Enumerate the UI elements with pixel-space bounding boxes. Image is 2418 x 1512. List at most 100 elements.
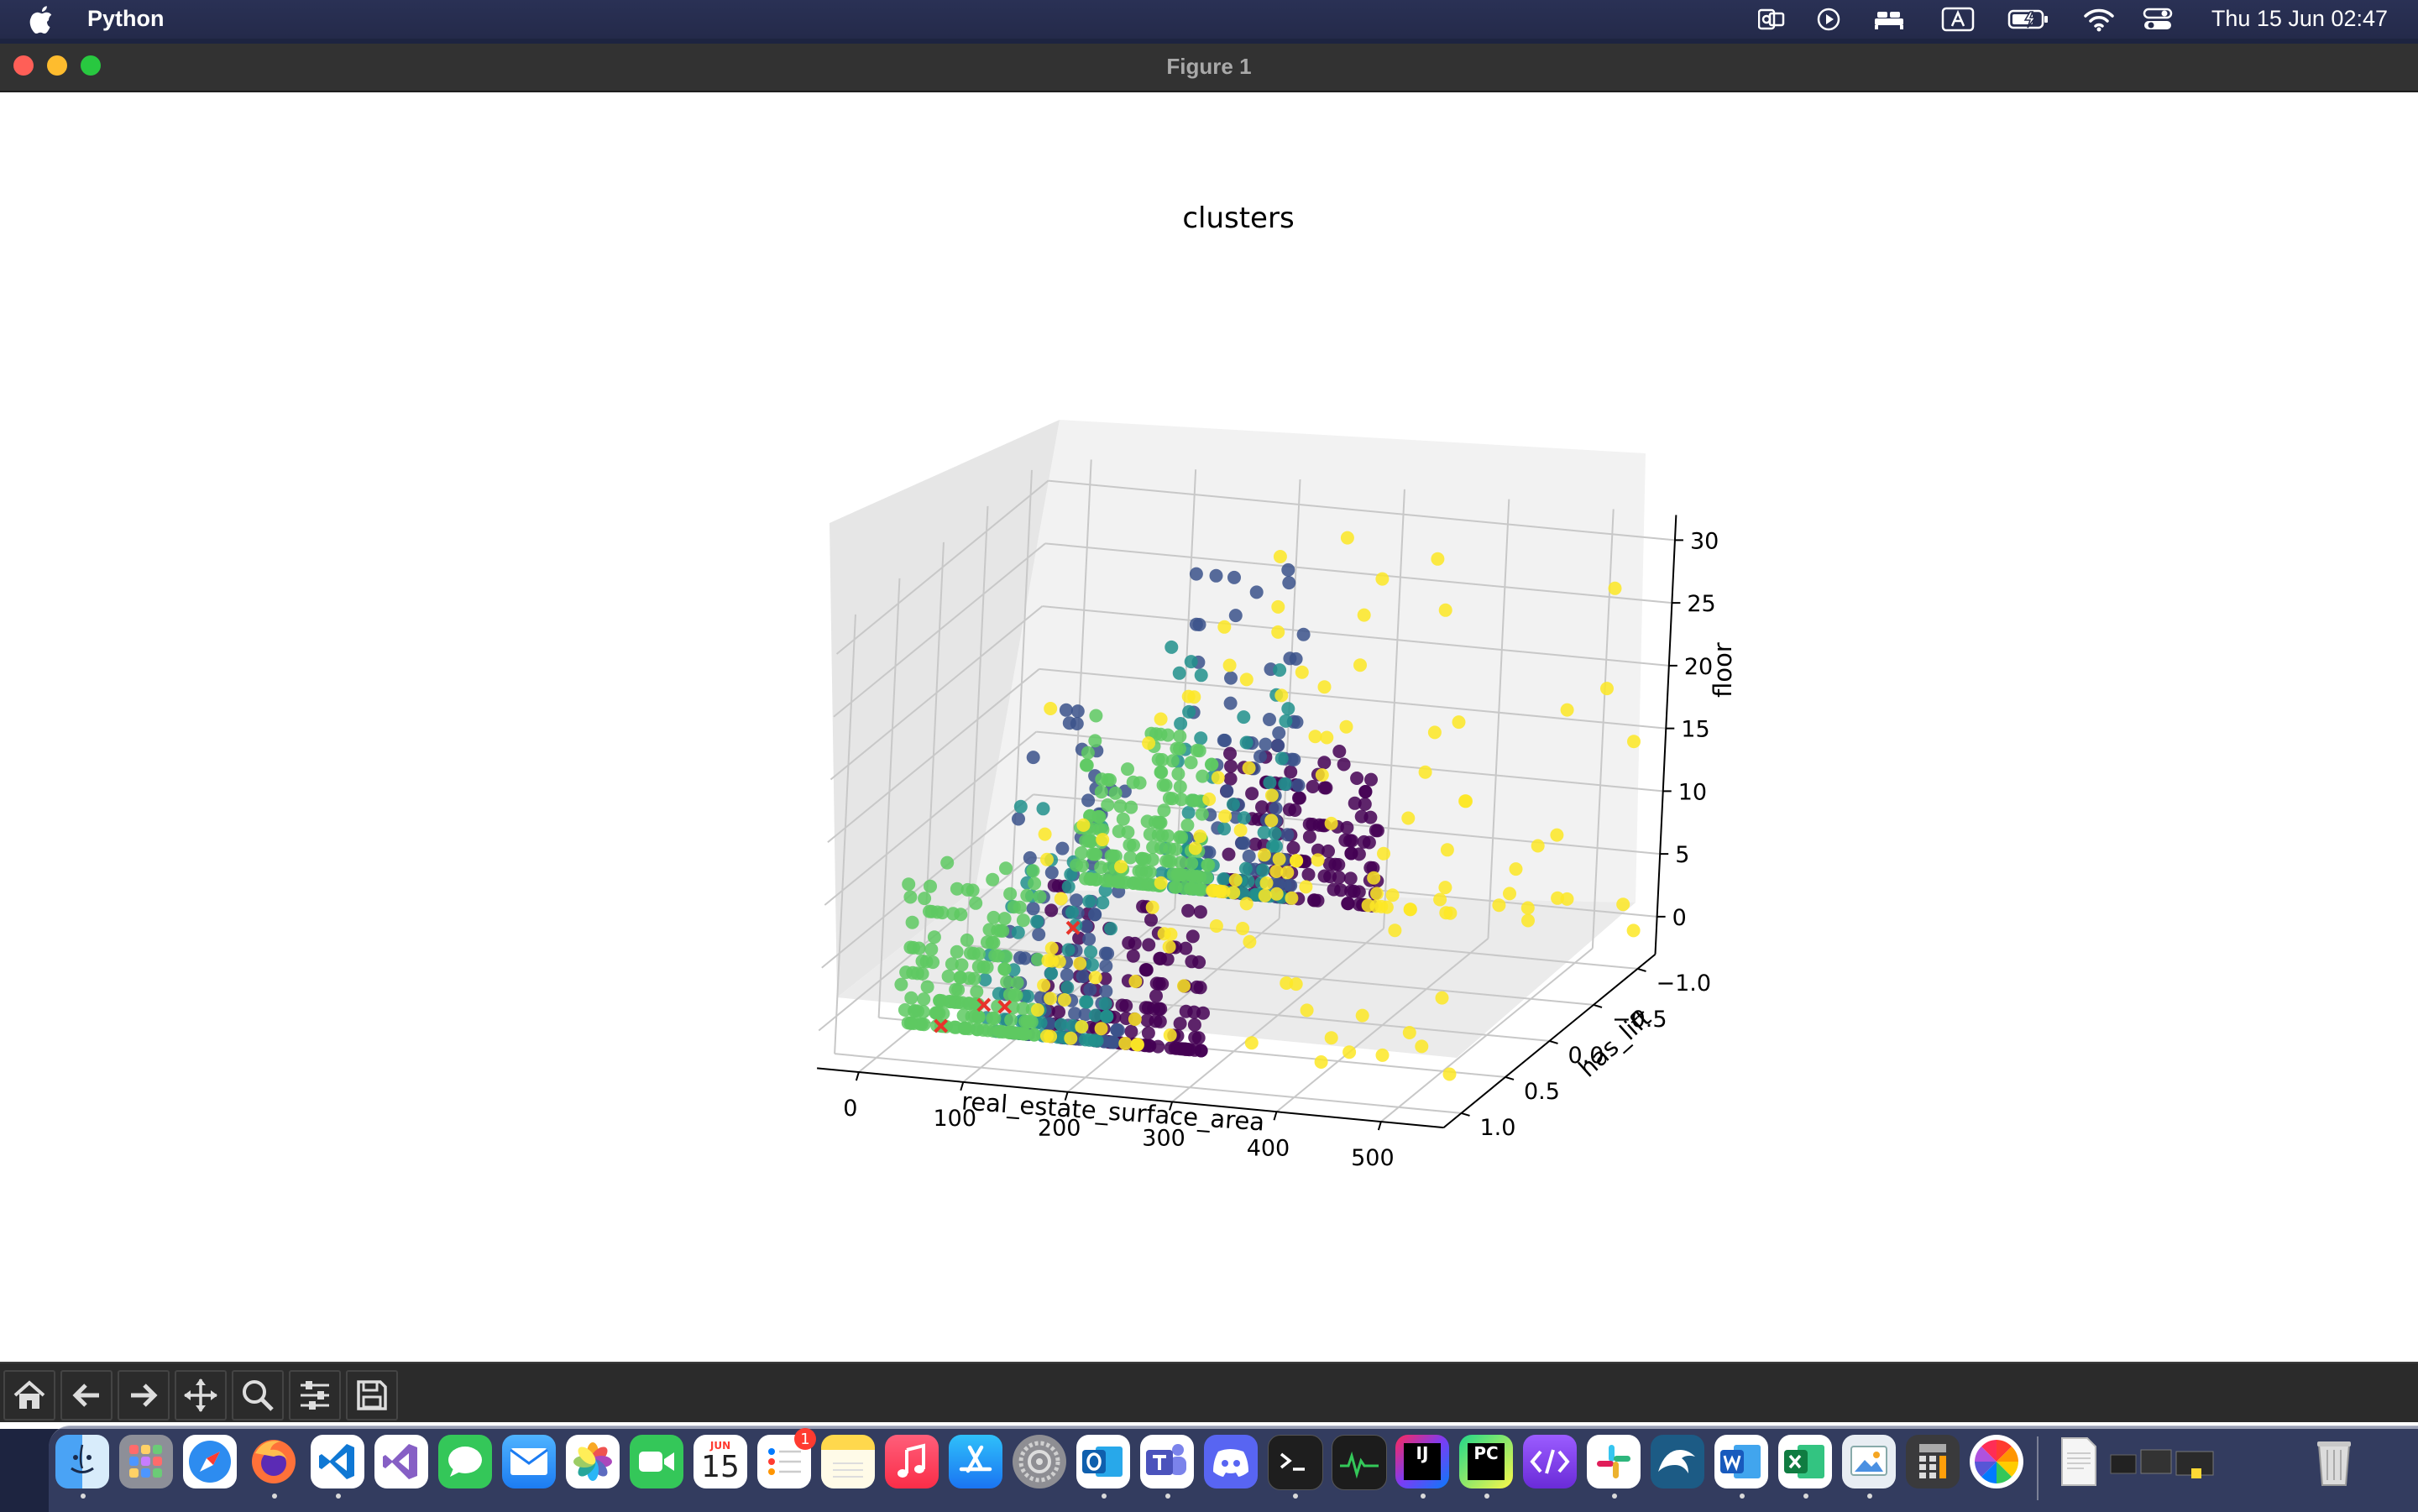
x-tick-label: 0 [843, 1096, 857, 1122]
photos-icon[interactable] [566, 1435, 620, 1488]
notes-icon[interactable] [821, 1435, 875, 1488]
launchpad-icon[interactable] [119, 1435, 173, 1488]
scatter-point [1175, 868, 1189, 882]
firefox-icon[interactable] [247, 1435, 301, 1488]
script-editor-icon[interactable] [1523, 1435, 1577, 1488]
scatter-point [1314, 1055, 1328, 1069]
scatter-point [1007, 1026, 1021, 1040]
scatter-point [1222, 658, 1237, 672]
scatter-point [1016, 913, 1030, 928]
outlook-app-icon[interactable] [1076, 1435, 1130, 1488]
scatter-point [1141, 1026, 1155, 1040]
vscode-icon[interactable] [311, 1435, 364, 1488]
scatter-point [955, 958, 969, 972]
pinwheel-icon[interactable] [1970, 1435, 2023, 1488]
scatter-point [1385, 888, 1400, 902]
keyboard-input-icon[interactable] [1939, 0, 1976, 39]
discord-icon[interactable] [1204, 1435, 1258, 1488]
apple-menu-icon[interactable] [29, 3, 57, 35]
configure-subplots-icon[interactable] [289, 1370, 341, 1420]
scatter-point [1184, 655, 1198, 669]
outlook-icon[interactable] [1755, 0, 1788, 39]
music-icon[interactable] [885, 1435, 939, 1488]
scatter-point [987, 935, 1001, 950]
activity-monitor-icon[interactable] [1332, 1435, 1387, 1490]
save-icon[interactable] [346, 1370, 398, 1420]
calculator-icon[interactable] [1906, 1435, 1960, 1488]
scatter-point [935, 906, 950, 920]
wifi-icon[interactable] [2080, 0, 2117, 39]
pycharm-icon[interactable]: PC [1459, 1435, 1513, 1488]
scatter-point [1188, 1030, 1202, 1044]
scatter-point [1228, 873, 1243, 887]
calendar-icon[interactable]: JUN 15 [693, 1435, 747, 1488]
teams-icon[interactable] [1140, 1435, 1194, 1488]
scatter-point [1155, 753, 1170, 766]
scatter-point [1286, 840, 1301, 855]
preview-icon[interactable] [1842, 1435, 1896, 1488]
forward-arrow-icon[interactable] [118, 1370, 170, 1420]
dock: JUN 15 1 IJ PC [49, 1426, 2418, 1512]
zoom-window-button[interactable] [81, 55, 101, 76]
battery-icon[interactable] [2005, 0, 2052, 39]
y-tick [1637, 967, 1646, 972]
y-tick-label: 1.0 [1480, 1115, 1516, 1141]
play-icon[interactable] [1812, 0, 1845, 39]
scatter-point [1030, 914, 1044, 929]
back-arrow-icon[interactable] [60, 1370, 113, 1420]
visual-studio-icon[interactable] [374, 1435, 428, 1488]
pan-icon[interactable] [175, 1370, 227, 1420]
scatter-point [1531, 839, 1545, 853]
scatter-point [917, 1018, 931, 1032]
menu-bar-clock[interactable]: Thu 15 Jun 02:47 [2211, 6, 2388, 31]
zoom-icon[interactable] [232, 1370, 284, 1420]
trash-icon[interactable] [2307, 1435, 2361, 1488]
scatter-point [966, 946, 981, 960]
scatter-point [1201, 858, 1216, 872]
messages-icon[interactable] [438, 1435, 492, 1488]
mysql-workbench-icon[interactable] [1651, 1435, 1704, 1488]
scatter-point [1144, 913, 1158, 927]
centroid-marker [976, 997, 992, 1012]
slack-icon[interactable] [1587, 1435, 1641, 1488]
word-icon[interactable] [1714, 1435, 1768, 1488]
home-icon[interactable] [3, 1370, 55, 1420]
scatter-point [1118, 1036, 1133, 1050]
scatter-point [1089, 709, 1103, 723]
scatter-point [1012, 812, 1025, 826]
mail-icon[interactable] [502, 1435, 556, 1488]
facetime-icon[interactable] [630, 1435, 683, 1488]
scatter-point [1083, 982, 1097, 997]
grid-line [818, 856, 1031, 1032]
control-center-icon[interactable] [2139, 0, 2176, 39]
scatter-point [1178, 1042, 1192, 1056]
excel-icon[interactable] [1778, 1435, 1832, 1488]
app-store-icon[interactable] [949, 1435, 1002, 1488]
figure-canvas[interactable]: clusters 0 100 200 300 400 500−1.0−0.50.00.51… [0, 91, 2418, 1409]
terminal-icon[interactable] [1268, 1435, 1323, 1490]
scatter-point [1165, 792, 1180, 806]
reminders-icon[interactable]: 1 [757, 1428, 816, 1488]
safari-icon[interactable] [183, 1435, 237, 1488]
scatter-point [1357, 834, 1371, 849]
scatter-point [1099, 959, 1113, 973]
downloads-stack-icon[interactable] [2107, 1435, 2216, 1488]
bed-icon[interactable] [1871, 0, 1908, 39]
intellij-idea-icon[interactable]: IJ [1395, 1435, 1449, 1488]
window-title-bar[interactable]: Figure 1 [0, 44, 2418, 92]
minimize-window-button[interactable] [47, 55, 67, 76]
scatter-point [1348, 796, 1362, 810]
python-launcher-icon[interactable] [2052, 1435, 2106, 1488]
close-window-button[interactable] [13, 55, 34, 76]
system-settings-icon[interactable] [1013, 1435, 1066, 1488]
scatter-point [1245, 787, 1259, 801]
scatter-point [1289, 977, 1303, 991]
scatter-point [894, 977, 908, 991]
scatter-point [1180, 818, 1195, 832]
scatter-point [978, 973, 992, 986]
scatter-point [1339, 719, 1353, 734]
scatter-point [1243, 934, 1257, 949]
active-app-name[interactable]: Python [87, 6, 165, 31]
scatter-point [1083, 808, 1097, 823]
finder-icon[interactable] [55, 1435, 109, 1488]
